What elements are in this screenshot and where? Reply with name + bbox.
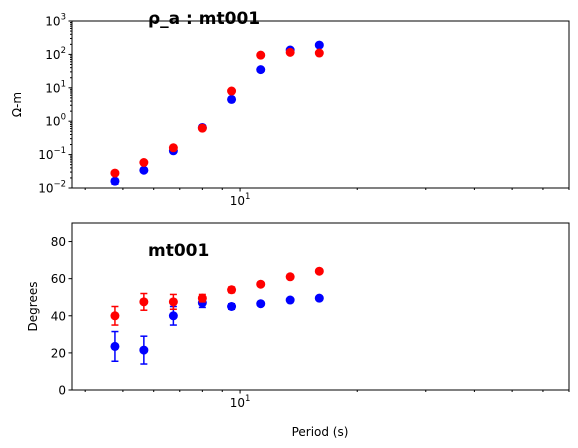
phase-axes-frame [71,222,570,391]
resistivity-y-tick-label: 101 [45,79,66,95]
phase-y-tick-label: 0 [58,384,66,398]
resistivity-y-tick-label: 102 [45,46,66,62]
phase-red-data-point [197,293,207,303]
resistivity-y-tick-label: 103 [45,13,66,29]
phase-red-data-point [227,285,237,295]
phase-red-data-point [314,266,324,276]
phase-blue-data-point [285,295,295,305]
phase-blue-data-point [139,345,149,355]
resistivity-red-data-point [227,86,237,96]
phase-red-data-point [285,272,295,282]
resistivity-y-tick-label: 10−1 [38,146,66,162]
phase-red-data-point [256,279,266,289]
resistivity-ticks: 101 10−2 10−1 100 101 102 103 [38,13,570,208]
phase-y-tick-label: 40 [51,309,66,323]
phase-y-tick-label: 20 [51,346,66,360]
resistivity-blue-data-point [314,40,324,50]
resistivity-y-tick-label: 100 [45,113,66,129]
resistivity-red-data-point [256,50,266,60]
phase-red-data-point [110,311,120,321]
resistivity-red-data-point [285,47,295,57]
phase-red-data-point [139,297,149,307]
phase-x-tick-label: 101 [230,394,251,410]
resistivity-blue-data-point [227,94,237,104]
phase-blue-data-point [256,299,266,309]
resistivity-panel: 101 10−2 10−1 100 101 102 103 Ω-m ρ_a : mt001 [10,9,570,208]
phase-blue-data-point [168,311,178,321]
phase-marks [110,266,324,365]
phase-red-data-point [168,297,178,307]
resistivity-x-tick-label: 101 [230,192,251,208]
phase-panel-title: mt001 [148,241,209,261]
phase-blue-data-point [227,302,237,311]
resistivity-marks [110,40,324,186]
phase-ticks: 101 0 20 40 60 80 [51,235,570,410]
resistivity-red-data-point [197,123,207,133]
resistivity-axes-frame [71,20,570,189]
resistivity-blue-data-point [139,165,149,175]
resistivity-blue-data-point [256,65,266,75]
phase-y-tick-label: 60 [51,272,66,286]
resistivity-red-data-point [139,158,149,168]
resistivity-y-axis-label: Ω-m [10,92,24,117]
phase-y-axis-label: Degrees [26,282,40,332]
x-axis-label: Period (s) [292,425,349,439]
resistivity-panel-title: ρ_a : mt001 [148,9,260,29]
resistivity-blue-data-point [110,176,120,186]
resistivity-red-data-point [168,143,178,153]
phase-blue-data-point [110,341,120,351]
resistivity-y-tick-label: 10−2 [38,180,66,196]
phase-blue-data-point [314,293,324,303]
resistivity-red-data-point [110,168,120,178]
phase-panel: 101 0 20 40 60 80 Degrees mt001 Period (s) [26,222,570,439]
phase-y-tick-label: 80 [51,235,66,249]
resistivity-red-data-point [314,48,324,58]
